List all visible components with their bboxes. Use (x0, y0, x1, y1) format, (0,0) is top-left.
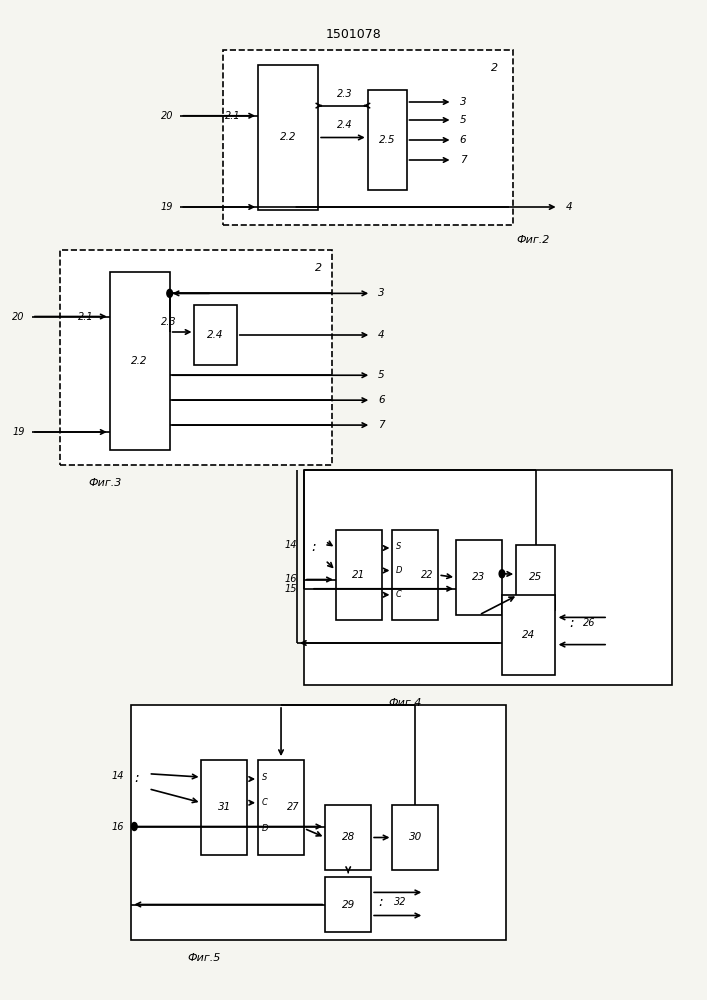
Circle shape (167, 289, 173, 297)
Bar (502, 595, 555, 675)
Text: 2.3: 2.3 (161, 317, 177, 327)
Text: Фиг.5: Фиг.5 (187, 953, 221, 963)
Text: C: C (262, 798, 267, 807)
Text: D: D (262, 824, 268, 833)
Text: 30: 30 (409, 832, 422, 842)
Bar (201, 760, 247, 855)
Text: Фиг.4: Фиг.4 (389, 698, 422, 708)
Text: 22: 22 (421, 570, 433, 580)
Circle shape (132, 822, 137, 830)
Text: 2.3: 2.3 (337, 89, 353, 99)
Text: 6: 6 (378, 395, 385, 405)
Text: Фиг.3: Фиг.3 (88, 478, 122, 488)
Text: 29: 29 (341, 900, 355, 910)
Text: 24: 24 (522, 630, 535, 640)
Bar (131, 705, 506, 940)
Text: :: : (134, 771, 139, 785)
Text: 3: 3 (378, 288, 385, 298)
Bar (60, 250, 332, 465)
Bar (194, 305, 237, 365)
Text: 5: 5 (378, 370, 385, 380)
Text: 2: 2 (491, 63, 498, 73)
Text: 2.1: 2.1 (225, 111, 240, 121)
Text: 31: 31 (218, 802, 231, 812)
Text: 16: 16 (284, 574, 297, 584)
Text: 7: 7 (378, 420, 385, 430)
Text: 1501078: 1501078 (326, 28, 381, 41)
Text: 19: 19 (12, 427, 25, 437)
Bar (304, 470, 672, 685)
Bar (223, 50, 513, 225)
Bar (325, 877, 371, 932)
Text: D: D (396, 566, 402, 575)
Text: 32: 32 (394, 897, 407, 907)
Bar (258, 65, 318, 210)
Text: S: S (262, 773, 267, 782)
Text: 16: 16 (111, 822, 124, 832)
Text: Фиг.2: Фиг.2 (516, 235, 549, 245)
Bar (516, 545, 555, 610)
Text: 2.4: 2.4 (337, 120, 353, 130)
Text: 23: 23 (472, 572, 486, 582)
Text: 15: 15 (284, 584, 297, 594)
Text: 2: 2 (315, 263, 322, 273)
Text: S: S (396, 542, 402, 551)
Text: 3: 3 (460, 97, 466, 107)
Text: 7: 7 (460, 155, 466, 165)
Text: 25: 25 (529, 572, 542, 582)
Bar (258, 760, 304, 855)
Text: 4: 4 (566, 202, 572, 212)
Bar (392, 805, 438, 870)
Text: 20: 20 (12, 312, 25, 322)
Bar (325, 805, 371, 870)
Text: :: : (378, 895, 383, 909)
Text: 4: 4 (378, 330, 385, 340)
Text: 2.4: 2.4 (207, 330, 224, 340)
Bar (392, 530, 438, 620)
Text: 21: 21 (352, 570, 366, 580)
Text: 27: 27 (286, 802, 299, 812)
Text: 2.1: 2.1 (78, 312, 94, 322)
Bar (368, 90, 407, 190)
Circle shape (499, 570, 505, 578)
Bar (456, 540, 502, 615)
Bar (336, 530, 382, 620)
Text: 2.2: 2.2 (132, 356, 148, 366)
Text: 2.5: 2.5 (379, 135, 395, 145)
Text: C: C (396, 590, 402, 599)
Text: :: : (311, 540, 316, 554)
Text: 5: 5 (460, 115, 466, 125)
Text: :: : (569, 616, 574, 630)
Text: 14: 14 (111, 771, 124, 781)
Text: 14: 14 (284, 540, 297, 550)
Text: 19: 19 (160, 202, 173, 212)
Text: 20: 20 (160, 111, 173, 121)
Text: 28: 28 (341, 832, 355, 842)
Text: 26: 26 (583, 618, 596, 628)
Text: 2.2: 2.2 (280, 132, 296, 142)
Bar (110, 272, 170, 450)
Text: 6: 6 (460, 135, 466, 145)
